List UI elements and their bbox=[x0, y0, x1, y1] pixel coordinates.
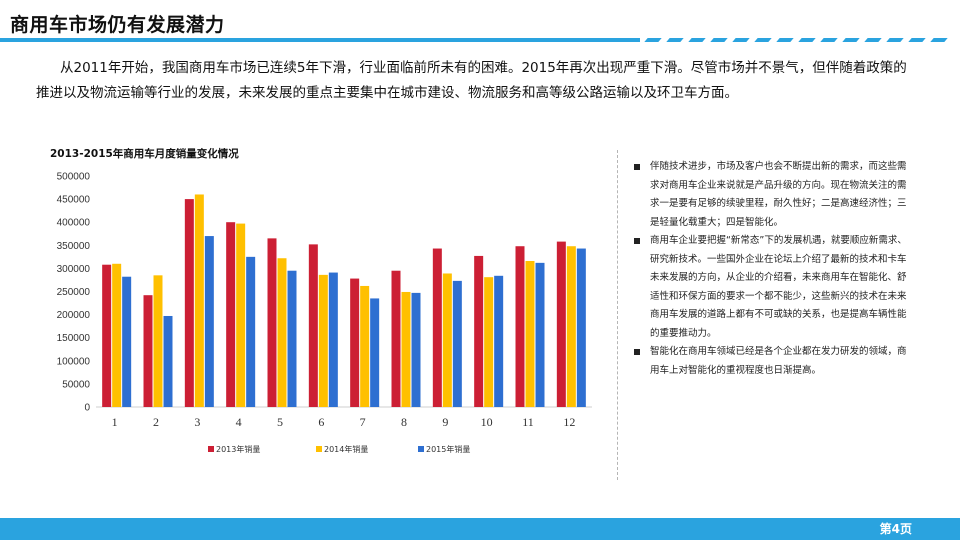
bar-2015年销量 bbox=[452, 280, 462, 407]
y-tick-label: 350000 bbox=[57, 241, 91, 252]
y-tick-label: 400000 bbox=[57, 218, 91, 229]
bar-2013年销量 bbox=[184, 199, 194, 407]
bar-2015年销量 bbox=[122, 276, 132, 407]
bar-2015年销量 bbox=[411, 292, 421, 407]
x-tick-label: 10 bbox=[481, 415, 493, 429]
bar-2014年销量 bbox=[153, 275, 163, 407]
x-tick-label: 12 bbox=[563, 415, 575, 429]
bar-2013年销量 bbox=[267, 238, 277, 407]
y-tick-label: 100000 bbox=[57, 356, 91, 367]
bar-2013年销量 bbox=[556, 241, 566, 407]
bar-2014年销量 bbox=[442, 273, 452, 407]
bar-2015年销量 bbox=[287, 270, 297, 407]
legend-swatch bbox=[316, 446, 322, 452]
bar-2014年销量 bbox=[236, 223, 246, 407]
square-bullet-icon bbox=[634, 238, 640, 244]
title-rule bbox=[0, 38, 640, 42]
square-bullet-icon bbox=[634, 349, 640, 355]
chart-title: 2013-2015年商用车月度销量变化情况 bbox=[50, 148, 239, 160]
x-tick-label: 4 bbox=[236, 415, 242, 429]
bar-2014年销量 bbox=[277, 258, 287, 407]
sales-bar-chart: 0500001000001500002000002500003000003500… bbox=[57, 172, 592, 454]
y-tick-label: 50000 bbox=[62, 379, 90, 390]
x-tick-label: 6 bbox=[318, 415, 324, 429]
bar-2014年销量 bbox=[401, 291, 411, 407]
bar-2013年销量 bbox=[102, 264, 112, 407]
intro-text: 从2011年开始，我国商用车市场已连续5年下滑，行业面临前所未有的困难。2015… bbox=[36, 56, 916, 106]
legend-label: 2014年销量 bbox=[324, 444, 368, 454]
bar-2015年销量 bbox=[576, 248, 586, 407]
y-tick-label: 250000 bbox=[57, 287, 91, 298]
x-tick-label: 5 bbox=[277, 415, 283, 429]
y-tick-label: 500000 bbox=[57, 172, 91, 183]
bar-2013年销量 bbox=[350, 278, 360, 407]
bar-2015年销量 bbox=[535, 262, 545, 407]
bar-2015年销量 bbox=[328, 272, 338, 407]
x-tick-label: 3 bbox=[194, 415, 200, 429]
side-point-text: 智能化在商用车领域已经是各个企业都在发力研发的领域，商用车上对智能化的重视程度也… bbox=[650, 346, 907, 376]
legend-swatch bbox=[418, 446, 424, 452]
bar-2013年销量 bbox=[432, 248, 442, 407]
legend-label: 2013年销量 bbox=[216, 444, 260, 454]
x-tick-label: 1 bbox=[112, 415, 118, 429]
bar-2013年销量 bbox=[143, 295, 153, 407]
bar-2014年销量 bbox=[566, 246, 576, 407]
x-tick-label: 11 bbox=[522, 415, 534, 429]
bar-2013年销量 bbox=[515, 246, 525, 407]
square-bullet-icon bbox=[634, 164, 640, 170]
bar-2015年销量 bbox=[494, 275, 504, 407]
bar-2015年销量 bbox=[163, 315, 173, 407]
vertical-divider bbox=[617, 150, 618, 480]
x-tick-label: 9 bbox=[442, 415, 448, 429]
y-tick-label: 0 bbox=[84, 403, 90, 414]
legend-swatch bbox=[208, 446, 214, 452]
bar-2014年销量 bbox=[194, 194, 204, 407]
side-point-text: 商用车企业要把握“新常态”下的发展机遇，就要顺应新需求、研究新技术。一些国外企业… bbox=[650, 235, 907, 339]
x-tick-label: 2 bbox=[153, 415, 159, 429]
x-tick-label: 8 bbox=[401, 415, 407, 429]
y-tick-label: 300000 bbox=[57, 264, 91, 275]
side-point: 商用车企业要把握“新常态”下的发展机遇，就要顺应新需求、研究新技术。一些国外企业… bbox=[632, 232, 914, 343]
bar-2015年销量 bbox=[370, 298, 380, 407]
legend-label: 2015年销量 bbox=[426, 444, 470, 454]
intro-paragraph: 从2011年开始，我国商用车市场已连续5年下滑，行业面临前所未有的困难。2015… bbox=[36, 60, 907, 101]
bar-2014年销量 bbox=[484, 277, 494, 407]
side-point-text: 伴随技术进步，市场及客户也会不断提出新的需求，而这些需求对商用车企业来说就是产品… bbox=[650, 161, 907, 228]
bar-2013年销量 bbox=[391, 270, 401, 407]
bar-2013年销量 bbox=[226, 222, 236, 407]
y-tick-label: 200000 bbox=[57, 310, 91, 321]
side-point: 伴随技术进步，市场及客户也会不断提出新的需求，而这些需求对商用车企业来说就是产品… bbox=[632, 158, 914, 232]
x-tick-label: 7 bbox=[360, 415, 366, 429]
bar-2014年销量 bbox=[525, 261, 535, 407]
y-tick-label: 150000 bbox=[57, 333, 91, 344]
bar-2014年销量 bbox=[318, 274, 328, 407]
bar-2015年销量 bbox=[204, 236, 214, 407]
side-point: 智能化在商用车领域已经是各个企业都在发力研发的领域，商用车上对智能化的重视程度也… bbox=[632, 343, 914, 380]
bar-2014年销量 bbox=[360, 285, 370, 407]
bar-2014年销量 bbox=[112, 263, 122, 407]
bar-2015年销量 bbox=[246, 256, 256, 407]
page-number: 第4页 bbox=[879, 522, 912, 536]
footer-bar bbox=[0, 518, 960, 540]
bar-2013年销量 bbox=[474, 255, 484, 407]
side-points-list: 伴随技术进步，市场及客户也会不断提出新的需求，而这些需求对商用车企业来说就是产品… bbox=[632, 158, 914, 380]
bar-2013年销量 bbox=[308, 244, 318, 407]
y-tick-label: 450000 bbox=[57, 195, 91, 206]
page-title: 商用车市场仍有发展潜力 bbox=[10, 14, 225, 36]
